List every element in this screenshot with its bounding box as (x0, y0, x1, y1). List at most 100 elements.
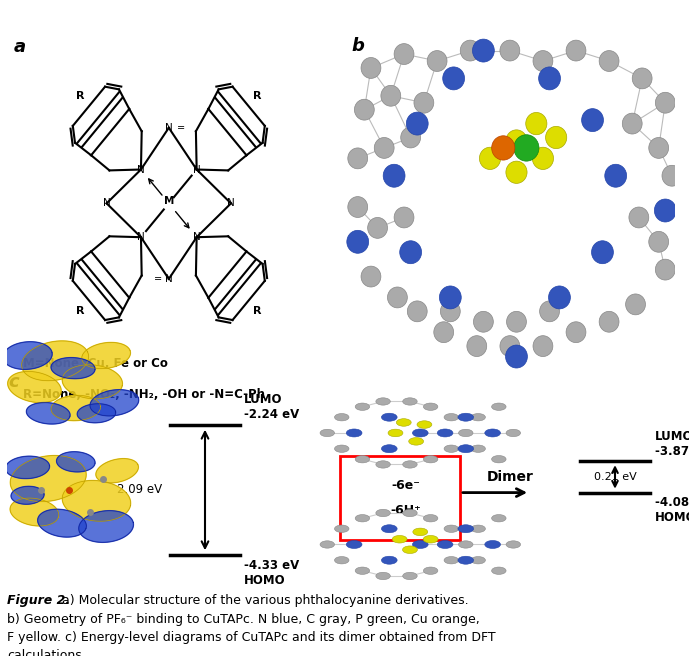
Text: a: a (13, 38, 25, 56)
Text: N: N (137, 232, 145, 242)
Text: -4.33 eV
HOMO: -4.33 eV HOMO (244, 560, 299, 587)
Text: R: R (76, 306, 84, 316)
Circle shape (409, 438, 424, 445)
Text: N: N (193, 165, 200, 174)
Text: LUMO
-3.87 eV: LUMO -3.87 eV (655, 430, 689, 458)
Circle shape (539, 301, 559, 322)
Circle shape (376, 572, 390, 580)
Circle shape (394, 43, 414, 64)
Circle shape (376, 398, 390, 405)
Polygon shape (62, 365, 123, 399)
Text: c: c (8, 373, 19, 390)
Circle shape (649, 232, 668, 253)
Text: N: N (227, 198, 235, 209)
Circle shape (533, 147, 553, 169)
Circle shape (473, 312, 493, 332)
Circle shape (334, 413, 349, 421)
Circle shape (548, 286, 570, 309)
Circle shape (407, 112, 428, 135)
Circle shape (413, 528, 428, 536)
Circle shape (480, 147, 501, 169)
Circle shape (382, 445, 397, 453)
Circle shape (506, 161, 527, 184)
Circle shape (492, 455, 506, 463)
Polygon shape (38, 509, 86, 537)
Text: LUMO
-2.24 eV: LUMO -2.24 eV (244, 392, 299, 420)
Circle shape (334, 556, 349, 564)
Circle shape (423, 514, 438, 522)
Polygon shape (8, 371, 61, 403)
Text: N: N (103, 198, 110, 209)
Circle shape (387, 287, 407, 308)
Polygon shape (10, 498, 59, 526)
Circle shape (414, 92, 434, 113)
Text: -4.08 eV
HOMO: -4.08 eV HOMO (655, 496, 689, 523)
Circle shape (347, 230, 369, 253)
Polygon shape (90, 390, 138, 416)
Text: =: = (177, 123, 185, 133)
Circle shape (413, 429, 428, 437)
Text: R: R (254, 306, 262, 316)
Circle shape (471, 445, 485, 453)
Circle shape (506, 312, 526, 332)
Text: -6H⁺: -6H⁺ (391, 504, 422, 517)
Circle shape (402, 461, 418, 468)
Circle shape (460, 40, 480, 61)
Circle shape (458, 445, 473, 453)
Circle shape (382, 413, 397, 421)
Circle shape (471, 413, 485, 421)
Polygon shape (26, 403, 70, 424)
Circle shape (622, 113, 642, 134)
Circle shape (354, 99, 374, 120)
Circle shape (546, 127, 567, 149)
Text: b: b (351, 37, 364, 54)
Circle shape (566, 40, 586, 61)
Circle shape (356, 567, 369, 575)
Text: R: R (254, 91, 262, 100)
Text: 2.09 eV: 2.09 eV (117, 483, 162, 497)
Text: -6e⁻: -6e⁻ (391, 479, 420, 492)
Circle shape (500, 336, 520, 357)
Circle shape (444, 413, 459, 421)
Circle shape (514, 134, 539, 161)
Circle shape (471, 525, 485, 533)
Circle shape (356, 403, 369, 411)
Circle shape (356, 455, 369, 463)
Circle shape (492, 403, 506, 411)
Circle shape (392, 535, 407, 543)
Polygon shape (51, 396, 101, 420)
Circle shape (458, 525, 473, 533)
Circle shape (649, 138, 668, 158)
Polygon shape (96, 459, 138, 483)
Polygon shape (11, 486, 44, 504)
Circle shape (427, 51, 447, 72)
Circle shape (334, 445, 349, 453)
Polygon shape (56, 452, 95, 472)
Text: calculations.: calculations. (7, 649, 85, 656)
Circle shape (444, 445, 459, 453)
Circle shape (374, 138, 394, 158)
Circle shape (434, 321, 453, 342)
Circle shape (394, 207, 414, 228)
Circle shape (473, 39, 494, 62)
Circle shape (423, 567, 438, 575)
Circle shape (506, 345, 527, 368)
Circle shape (459, 541, 473, 548)
Circle shape (444, 525, 459, 533)
Circle shape (458, 556, 473, 564)
Circle shape (655, 92, 675, 113)
Text: Figure 2.: Figure 2. (7, 594, 70, 607)
Text: R: R (76, 91, 84, 100)
Circle shape (413, 541, 428, 548)
Circle shape (599, 51, 619, 72)
Text: M: M (163, 196, 174, 207)
Circle shape (592, 241, 613, 264)
Circle shape (347, 541, 362, 548)
Circle shape (334, 525, 349, 533)
Circle shape (458, 413, 473, 421)
Circle shape (382, 525, 397, 533)
Circle shape (655, 199, 676, 222)
Circle shape (633, 68, 652, 89)
Circle shape (526, 112, 547, 134)
Circle shape (383, 164, 405, 187)
